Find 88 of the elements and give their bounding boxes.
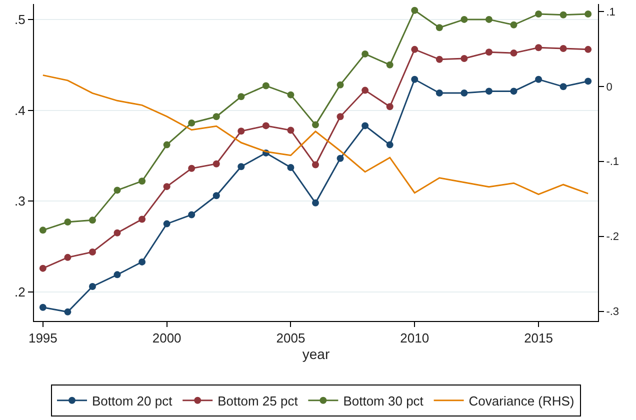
- point: [262, 122, 270, 130]
- point: [485, 88, 492, 95]
- point: [411, 76, 418, 83]
- legend-label: Bottom 25 pct: [218, 393, 298, 408]
- point: [138, 258, 146, 266]
- point: [287, 164, 294, 171]
- point: [510, 50, 518, 57]
- y-tick-label: .2: [14, 284, 26, 300]
- point: [386, 103, 394, 110]
- legend-label: Bottom 30 pct: [343, 393, 424, 408]
- y2-tick-label: 0: [606, 81, 612, 94]
- point: [460, 90, 468, 97]
- y2-tick-label: -.2: [606, 231, 620, 244]
- point: [39, 264, 46, 272]
- point: [485, 16, 492, 23]
- point: [138, 216, 146, 223]
- y-tick-label: .4: [14, 102, 26, 118]
- y2-tick-label: .1: [606, 6, 616, 18]
- point: [362, 50, 369, 58]
- point: [212, 192, 220, 200]
- point: [560, 45, 567, 52]
- point: [510, 88, 518, 95]
- point: [114, 229, 121, 236]
- point: [88, 282, 96, 290]
- x-tick-label: 2005: [276, 330, 306, 346]
- point: [212, 113, 220, 120]
- point: [411, 46, 418, 53]
- point: [535, 10, 542, 18]
- point: [336, 113, 344, 120]
- point: [584, 78, 592, 85]
- y-tick-label: .3: [14, 194, 26, 209]
- y2-tick-label: -.3: [606, 306, 620, 318]
- point: [238, 93, 245, 100]
- point: [436, 90, 443, 97]
- point: [39, 226, 46, 234]
- x-axis-title: year: [302, 346, 330, 362]
- point: [287, 126, 294, 134]
- point: [312, 161, 319, 168]
- x-tick-label: 2010: [400, 330, 430, 346]
- point: [362, 122, 369, 130]
- point: [163, 183, 170, 190]
- x-tick-label: 2000: [152, 330, 182, 346]
- point: [188, 164, 196, 172]
- point: [312, 199, 319, 206]
- point: [560, 83, 567, 90]
- point: [336, 81, 344, 88]
- point: [114, 271, 121, 278]
- line-series: [42, 74, 589, 196]
- x-tick-label: 2015: [524, 330, 553, 346]
- point: [584, 46, 592, 53]
- point: [436, 56, 443, 63]
- point: [560, 11, 567, 18]
- point: [584, 10, 592, 18]
- point: [39, 304, 46, 311]
- point: [362, 86, 369, 94]
- point: [238, 163, 245, 170]
- y-tick-label: .5: [14, 12, 26, 27]
- point: [163, 220, 170, 228]
- legend-label: Covariance (RHS): [468, 393, 574, 408]
- point: [262, 82, 270, 90]
- point: [460, 55, 468, 62]
- point: [188, 119, 196, 126]
- legend-label: Bottom 20 pct: [92, 393, 173, 408]
- point: [535, 76, 542, 83]
- point: [188, 211, 196, 218]
- point: [460, 16, 468, 23]
- point: [64, 254, 72, 261]
- point: [163, 141, 170, 148]
- y2-tick-label: -.1: [606, 156, 620, 168]
- point: [88, 248, 96, 256]
- point: [386, 61, 394, 68]
- point: [238, 128, 245, 135]
- point: [485, 48, 492, 56]
- point: [64, 308, 72, 316]
- point: [64, 218, 72, 226]
- point: [114, 186, 121, 194]
- point: [212, 160, 220, 168]
- point: [436, 24, 443, 32]
- point: [510, 21, 518, 28]
- point: [312, 121, 319, 128]
- point: [386, 141, 394, 148]
- point: [287, 91, 294, 98]
- point: [88, 216, 96, 224]
- point: [336, 154, 344, 162]
- point: [535, 44, 542, 52]
- x-tick-label: 1995: [28, 330, 58, 346]
- point: [138, 178, 146, 185]
- point: [411, 6, 418, 14]
